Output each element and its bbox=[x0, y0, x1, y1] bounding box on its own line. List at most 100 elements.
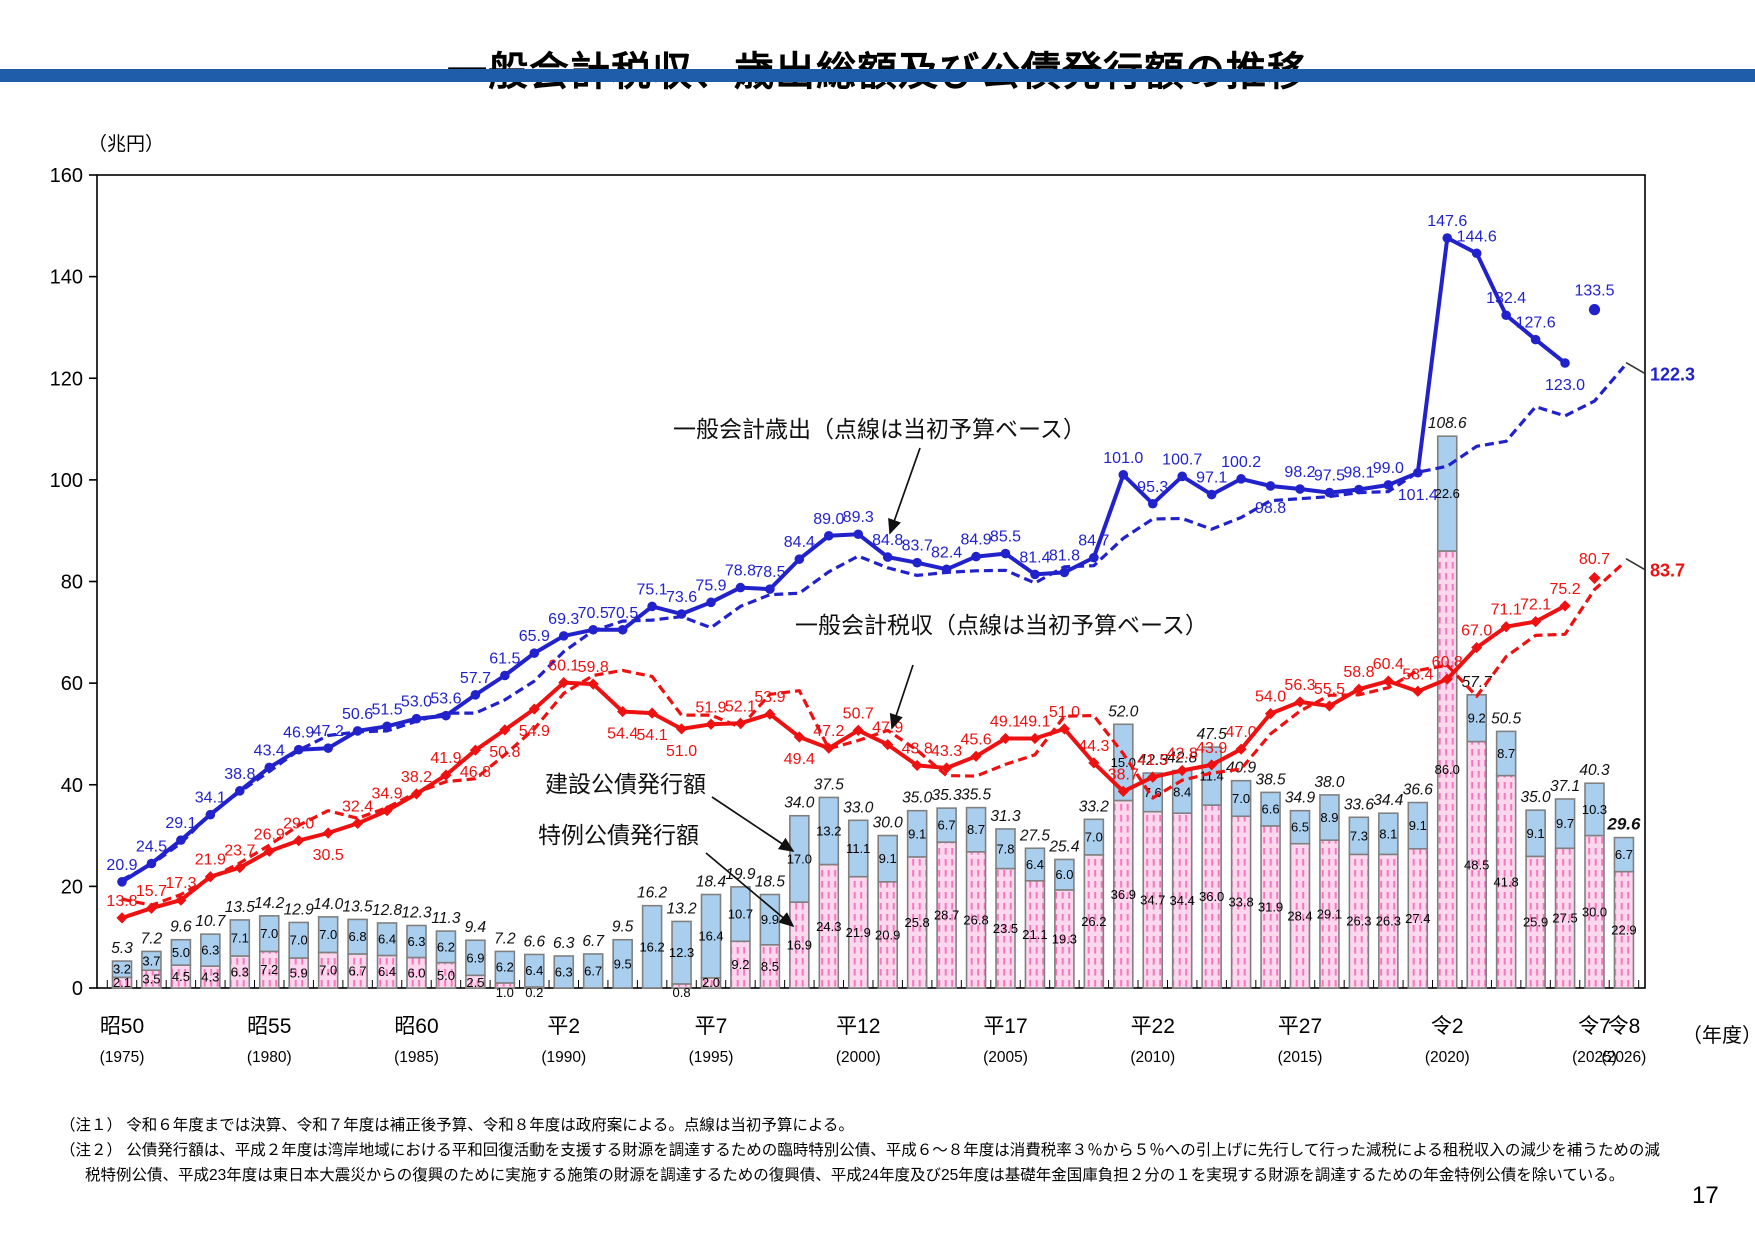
svg-text:144.6: 144.6 bbox=[1457, 228, 1497, 245]
expenditure-2025-point bbox=[1588, 304, 1601, 316]
svg-text:40: 40 bbox=[61, 775, 83, 797]
svg-text:98.8: 98.8 bbox=[1255, 500, 1286, 517]
svg-text:160: 160 bbox=[50, 165, 83, 187]
svg-text:(1975): (1975) bbox=[100, 1049, 145, 1066]
svg-text:65.9: 65.9 bbox=[519, 628, 550, 645]
svg-text:9.1: 9.1 bbox=[1527, 826, 1545, 841]
svg-text:54.0: 54.0 bbox=[1255, 689, 1286, 706]
svg-text:15.7: 15.7 bbox=[136, 883, 167, 900]
svg-text:70.5: 70.5 bbox=[607, 605, 638, 622]
svg-text:84.9: 84.9 bbox=[960, 532, 991, 549]
svg-text:67.0: 67.0 bbox=[1461, 623, 1492, 640]
svg-text:120: 120 bbox=[50, 368, 83, 390]
svg-text:54.1: 54.1 bbox=[637, 727, 668, 744]
svg-text:17.3: 17.3 bbox=[165, 875, 196, 892]
svg-text:46.9: 46.9 bbox=[283, 725, 314, 742]
svg-text:89.3: 89.3 bbox=[843, 509, 874, 526]
svg-text:41.5: 41.5 bbox=[1137, 752, 1168, 769]
svg-text:127.6: 127.6 bbox=[1516, 315, 1556, 332]
svg-text:38.5: 38.5 bbox=[1255, 771, 1286, 788]
svg-text:昭60: 昭60 bbox=[394, 1015, 438, 1038]
svg-text:100.2: 100.2 bbox=[1221, 454, 1261, 471]
svg-text:9.1: 9.1 bbox=[908, 826, 926, 841]
svg-text:60.4: 60.4 bbox=[1373, 656, 1404, 673]
svg-text:23.7: 23.7 bbox=[224, 843, 255, 860]
tax-2026-label: 83.7 bbox=[1650, 561, 1685, 581]
expenditure-annotation: 一般会計歳出（点線は当初予算ベース） bbox=[673, 416, 1086, 442]
svg-text:27.5: 27.5 bbox=[1019, 827, 1051, 844]
svg-text:10.3: 10.3 bbox=[1582, 802, 1607, 817]
construction-bond-annotation: 建設公債発行額 bbox=[545, 771, 706, 797]
expenditure-labels: 20.924.529.134.138.843.446.947.250.651.5… bbox=[106, 213, 1614, 874]
svg-text:6.9: 6.9 bbox=[466, 950, 484, 965]
svg-text:平22: 平22 bbox=[1131, 1015, 1175, 1038]
svg-text:49.1: 49.1 bbox=[1019, 714, 1050, 731]
svg-text:(2005): (2005) bbox=[983, 1049, 1028, 1066]
svg-text:昭50: 昭50 bbox=[100, 1015, 144, 1038]
svg-text:12.8: 12.8 bbox=[372, 902, 403, 919]
svg-text:133.5: 133.5 bbox=[1574, 283, 1614, 300]
svg-text:9.9: 9.9 bbox=[761, 912, 779, 927]
svg-text:9.7: 9.7 bbox=[1556, 816, 1574, 831]
svg-text:29.1: 29.1 bbox=[165, 815, 196, 832]
svg-text:72.1: 72.1 bbox=[1520, 597, 1551, 614]
svg-text:47.2: 47.2 bbox=[813, 723, 844, 740]
svg-text:6.7: 6.7 bbox=[584, 963, 602, 978]
svg-text:12.9: 12.9 bbox=[284, 901, 315, 918]
svg-text:31.3: 31.3 bbox=[990, 808, 1021, 825]
svg-text:35.5: 35.5 bbox=[961, 787, 992, 804]
svg-text:101.0: 101.0 bbox=[1103, 450, 1143, 467]
svg-text:47.9: 47.9 bbox=[872, 720, 903, 737]
svg-text:50.6: 50.6 bbox=[342, 706, 373, 723]
svg-text:6.6: 6.6 bbox=[1262, 802, 1280, 817]
svg-text:98.1: 98.1 bbox=[1343, 465, 1374, 482]
svg-text:9.6: 9.6 bbox=[170, 919, 192, 936]
svg-text:26.9: 26.9 bbox=[254, 826, 285, 843]
svg-text:48.5: 48.5 bbox=[1464, 857, 1489, 872]
svg-text:9.1: 9.1 bbox=[1409, 818, 1427, 833]
tax-labels: 13.815.717.321.923.726.929.030.532.434.9… bbox=[106, 551, 1610, 910]
svg-text:75.2: 75.2 bbox=[1549, 581, 1580, 598]
svg-text:平2: 平2 bbox=[547, 1015, 580, 1038]
svg-text:(2020): (2020) bbox=[1425, 1049, 1470, 1066]
svg-text:33.8: 33.8 bbox=[1228, 895, 1253, 910]
svg-text:（年度）: （年度） bbox=[1682, 1024, 1755, 1047]
svg-text:47.5: 47.5 bbox=[1197, 726, 1228, 743]
svg-text:8.5: 8.5 bbox=[761, 959, 779, 974]
svg-text:38.7: 38.7 bbox=[1108, 766, 1139, 783]
svg-text:51.5: 51.5 bbox=[371, 701, 402, 718]
svg-text:81.8: 81.8 bbox=[1049, 547, 1080, 564]
svg-text:令2: 令2 bbox=[1431, 1015, 1464, 1038]
title-underline bbox=[0, 69, 1755, 82]
svg-text:45.6: 45.6 bbox=[960, 731, 991, 748]
svg-text:9.2: 9.2 bbox=[1468, 711, 1486, 726]
svg-text:37.1: 37.1 bbox=[1550, 778, 1580, 795]
svg-text:18.5: 18.5 bbox=[755, 874, 786, 891]
svg-text:34.0: 34.0 bbox=[784, 795, 815, 812]
svg-text:84.7: 84.7 bbox=[1078, 533, 1109, 550]
svg-text:6.2: 6.2 bbox=[437, 939, 455, 954]
svg-text:50.7: 50.7 bbox=[843, 705, 874, 722]
svg-text:7.2: 7.2 bbox=[494, 930, 516, 947]
svg-text:43.3: 43.3 bbox=[931, 743, 962, 760]
svg-text:3.5: 3.5 bbox=[142, 972, 160, 987]
svg-text:51.9: 51.9 bbox=[695, 699, 726, 716]
svg-text:平12: 平12 bbox=[836, 1015, 880, 1038]
svg-text:24.3: 24.3 bbox=[816, 919, 841, 934]
svg-text:(2026): (2026) bbox=[1602, 1049, 1647, 1066]
svg-text:7.2: 7.2 bbox=[141, 930, 163, 947]
svg-text:16.4: 16.4 bbox=[698, 929, 723, 944]
svg-text:(1985): (1985) bbox=[394, 1049, 439, 1066]
svg-text:2.1: 2.1 bbox=[113, 975, 131, 990]
svg-text:80: 80 bbox=[61, 572, 83, 594]
svg-text:14.0: 14.0 bbox=[313, 896, 344, 913]
svg-text:60: 60 bbox=[61, 673, 83, 695]
svg-text:61.5: 61.5 bbox=[489, 651, 520, 668]
svg-text:101.4: 101.4 bbox=[1398, 487, 1438, 504]
svg-text:49.1: 49.1 bbox=[990, 714, 1021, 731]
svg-text:30.0: 30.0 bbox=[873, 815, 904, 832]
svg-text:58.4: 58.4 bbox=[1402, 666, 1433, 683]
svg-text:29.0: 29.0 bbox=[283, 816, 314, 833]
svg-text:4.5: 4.5 bbox=[172, 969, 190, 984]
svg-text:6.7: 6.7 bbox=[938, 818, 956, 833]
